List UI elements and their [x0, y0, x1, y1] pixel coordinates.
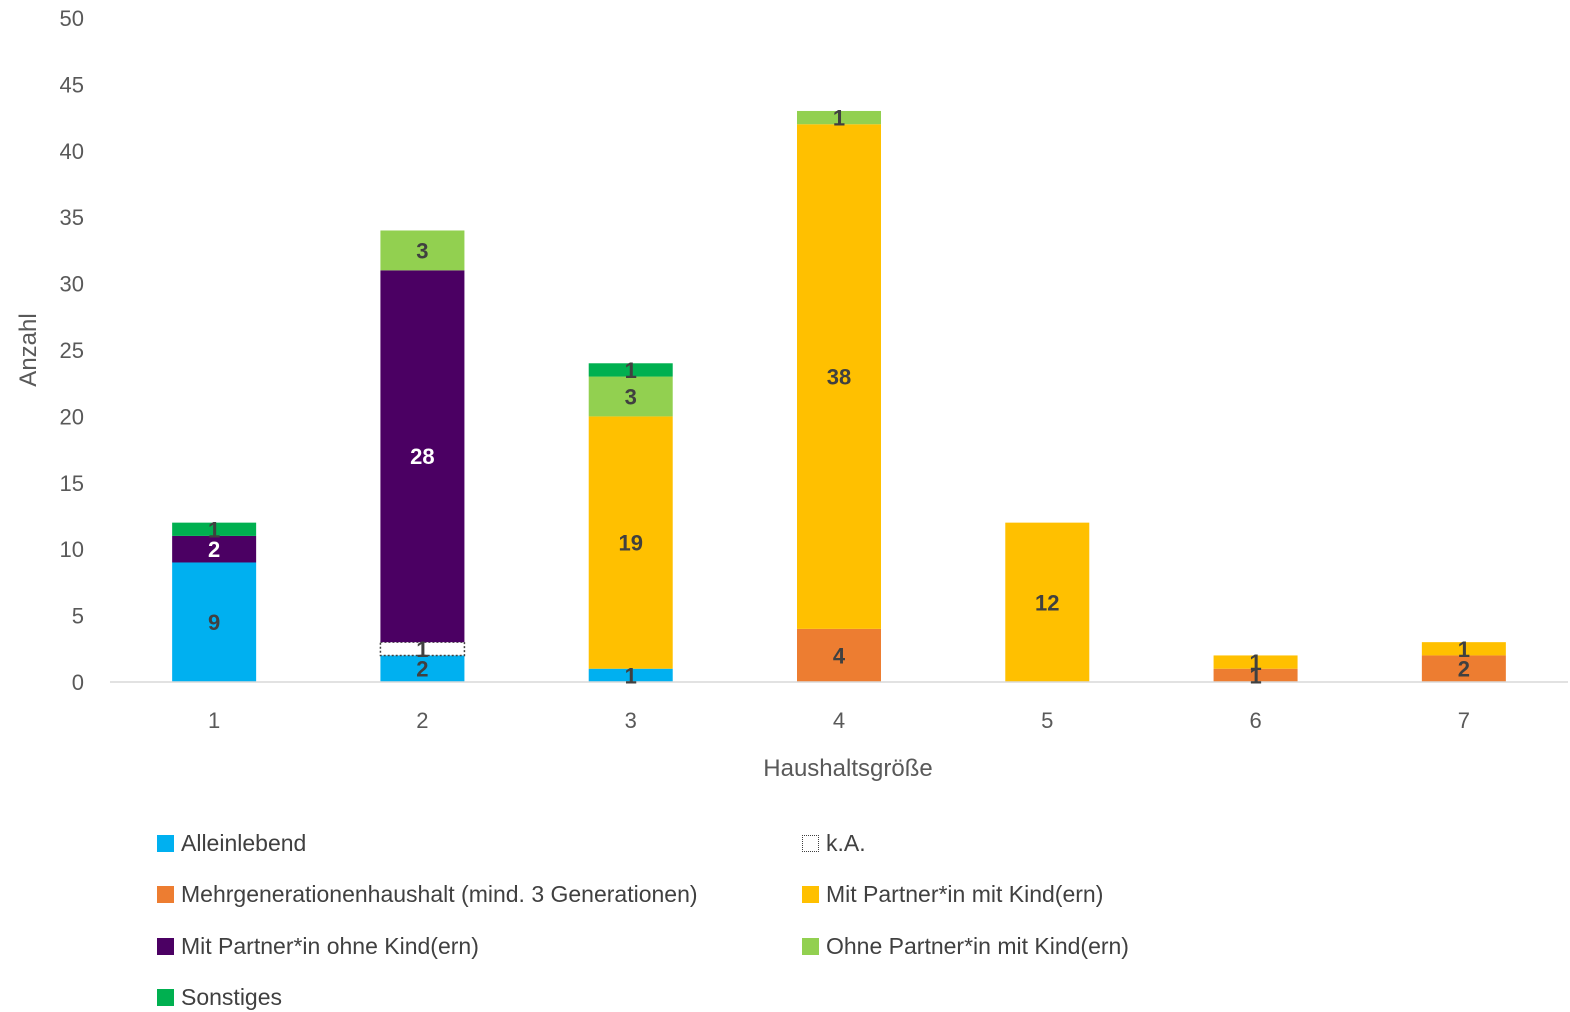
legend-label: Mit Partner*in ohne Kind(ern) — [181, 933, 479, 959]
legend-swatch — [157, 886, 174, 903]
bar-segment — [380, 655, 465, 682]
y-tick-label: 15 — [60, 471, 84, 496]
bar-segment — [797, 628, 881, 682]
data-label: 1 — [1249, 650, 1261, 675]
x-tick-label: 3 — [625, 708, 637, 733]
y-tick-label: 35 — [60, 205, 84, 230]
data-label: 1 — [625, 663, 637, 688]
y-tick-label: 40 — [60, 139, 84, 164]
y-axis-ticks: 0 5 10 15 20 25 30 35 40 45 50 — [60, 6, 84, 695]
bar-segment — [1005, 522, 1090, 682]
legend-label: Sonstiges — [181, 984, 283, 1010]
x-tick-label: 7 — [1458, 708, 1470, 733]
x-tick-label: 1 — [208, 708, 220, 733]
legend-swatch — [802, 886, 819, 903]
data-label: 1 — [1458, 637, 1470, 662]
bar-segment — [797, 110, 881, 125]
data-label: 4 — [833, 643, 846, 668]
legend-label: Mit Partner*in mit Kind(ern) — [826, 881, 1104, 907]
data-label: 1 — [208, 517, 220, 542]
legend-swatch — [802, 938, 819, 955]
bars — [172, 110, 1506, 682]
legend-item: Ohne Partner*in mit Kind(ern) — [802, 933, 1129, 960]
y-tick-label: 10 — [60, 537, 84, 562]
data-label: 1 — [625, 358, 637, 383]
legend-swatch — [157, 989, 174, 1006]
data-label: 38 — [827, 365, 851, 390]
y-tick-label: 50 — [60, 6, 84, 31]
x-axis-ticks: 1 2 3 4 5 6 7 — [208, 708, 1470, 733]
bar-segment — [588, 363, 673, 377]
legend-label: Alleinlebend — [181, 830, 307, 856]
x-tick-label: 6 — [1249, 708, 1261, 733]
bar-segment — [1421, 655, 1506, 682]
data-label: 9 — [208, 610, 220, 635]
bar-segment — [588, 668, 673, 682]
legend-label: k.A. — [826, 830, 866, 856]
y-tick-label: 30 — [60, 272, 84, 297]
legend: Alleinlebend k.A. Mehrgenerationenhaushalt… — [157, 826, 1257, 1010]
bar-segment — [172, 562, 257, 682]
data-label: 1 — [833, 106, 845, 131]
x-tick-label: 5 — [1041, 708, 1053, 733]
data-label: 12 — [1035, 590, 1059, 615]
x-tick-label: 4 — [833, 708, 845, 733]
data-label: 2 — [208, 537, 220, 562]
data-label: 3 — [416, 238, 428, 263]
data-label: 1 — [416, 637, 428, 662]
y-tick-label: 5 — [72, 604, 84, 629]
y-axis-title: Anzahl — [15, 313, 42, 386]
data-label: 28 — [410, 444, 434, 469]
y-tick-label: 45 — [60, 72, 84, 97]
data-label: 2 — [416, 657, 428, 682]
bar-segment — [1421, 642, 1506, 656]
bar-segment — [1213, 668, 1298, 682]
legend-item: Alleinlebend — [157, 830, 306, 857]
bar-segment — [380, 230, 465, 271]
legend-item: Mit Partner*in mit Kind(ern) — [802, 881, 1103, 908]
bar-segment — [797, 124, 881, 629]
legend-swatch — [802, 835, 819, 852]
legend-item: Mehrgenerationenhaushalt (mind. 3 Genera… — [157, 881, 698, 908]
legend-label: Ohne Partner*in mit Kind(ern) — [826, 933, 1129, 959]
legend-swatch — [157, 938, 174, 955]
x-axis-title: Haushaltsgröße — [763, 755, 932, 782]
bar-segment — [588, 376, 673, 417]
legend-swatch — [157, 835, 174, 852]
data-label: 3 — [625, 384, 637, 409]
legend-item: k.A. — [802, 830, 866, 857]
bar-segment — [1213, 655, 1298, 669]
legend-item: Mit Partner*in ohne Kind(ern) — [157, 933, 479, 960]
legend-item: Sonstiges — [157, 984, 282, 1011]
y-tick-label: 20 — [60, 404, 84, 429]
y-tick-label: 25 — [60, 338, 84, 363]
y-tick-label: 0 — [72, 670, 84, 695]
bar-segment — [380, 270, 465, 643]
bar-segment — [172, 535, 257, 563]
x-tick-label: 2 — [416, 708, 428, 733]
legend-label: Mehrgenerationenhaushalt (mind. 3 Genera… — [181, 881, 698, 907]
data-label: 1 — [1249, 663, 1261, 688]
data-label: 19 — [618, 531, 642, 556]
data-label: 2 — [1458, 657, 1470, 682]
bar-segment — [172, 522, 257, 536]
bar-segment — [588, 416, 673, 669]
